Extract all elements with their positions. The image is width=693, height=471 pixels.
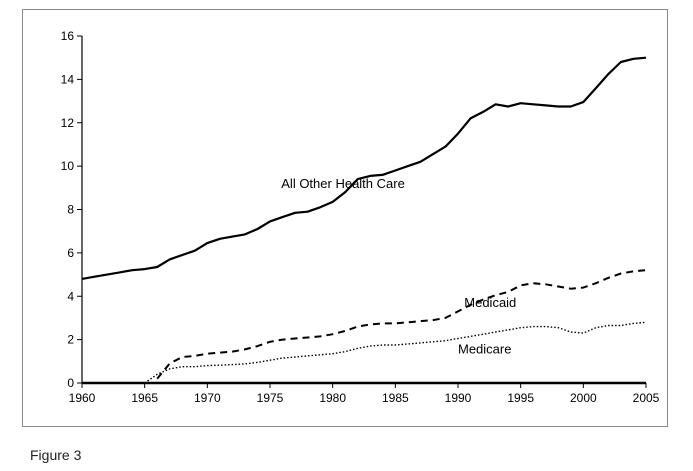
x-tick-label: 1960: [69, 391, 96, 405]
y-tick-label: 0: [67, 376, 74, 390]
x-tick-label: 1975: [257, 391, 284, 405]
line-chart: 0 2 4 6 8 10 12 14 16 1960 1965 1970 1975 1980 1985 199…: [61, 29, 660, 405]
series-line-medicare: [144, 321, 647, 384]
series-line-all-other-health-care: [81, 56, 647, 280]
series-label-all-other-health-care: All Other Health Care: [281, 176, 405, 191]
chart-frame: 0 2 4 6 8 10 12 14 16 1960 1965 1970 1975 1980 1985 199…: [22, 9, 668, 427]
x-tick-label: 1970: [194, 391, 221, 405]
x-tick-label: 2000: [570, 391, 597, 405]
series-line-medicaid: [156, 269, 647, 380]
y-tick-label: 2: [67, 333, 74, 347]
x-tick-label: 1965: [131, 391, 158, 405]
y-tick-label: 4: [67, 289, 74, 303]
x-tick-label: 2005: [633, 391, 660, 405]
figure-caption: Figure 3: [30, 447, 82, 463]
y-tick-label: 10: [61, 159, 75, 173]
x-tick-label: 1985: [382, 391, 409, 405]
x-tick-label: 1995: [507, 391, 534, 405]
plot-area: 0 2 4 6 8 10 12 14 16 1960 1965 1970 1975 1980 1985 199…: [61, 29, 660, 405]
y-tick-label: 6: [67, 246, 74, 260]
y-tick-label: 8: [67, 203, 74, 217]
x-tick-label: 1980: [319, 391, 346, 405]
y-tick-label: 12: [61, 116, 75, 130]
y-tick-label: 14: [61, 72, 75, 86]
x-tick-label: 1990: [445, 391, 472, 405]
y-tick-label: 16: [61, 29, 75, 43]
series-label-medicaid: Medicaid: [464, 295, 516, 310]
series-label-medicare: Medicare: [458, 342, 511, 357]
